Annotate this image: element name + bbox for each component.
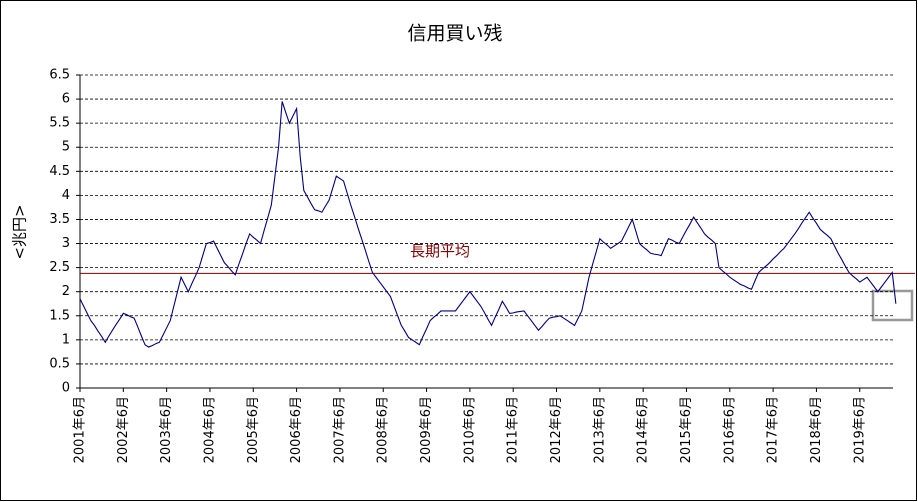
x-tick-label: 2006年6月	[289, 396, 304, 463]
x-tick-label: 2011年6月	[506, 396, 521, 463]
x-tick-label: 2013年6月	[592, 396, 607, 463]
data-line	[79, 101, 897, 348]
x-tick-label: 2004年6月	[202, 396, 217, 463]
x-tick-label: 2005年6月	[246, 396, 261, 463]
y-tick-label: 0.5	[49, 356, 70, 371]
y-tick-label: 6.5	[49, 68, 70, 83]
y-tick-label: 6	[62, 92, 70, 107]
x-tick-label: 2015年6月	[679, 396, 694, 463]
y-tick-label: 2	[62, 284, 70, 299]
x-tick-label: 2008年6月	[376, 396, 391, 463]
y-tick-label: 3	[62, 236, 70, 251]
y-tick-label: 4	[62, 188, 70, 203]
x-tick-label: 2019年6月	[852, 396, 867, 463]
x-tick-label: 2012年6月	[549, 396, 564, 463]
x-tick-label: 2016年6月	[722, 396, 737, 463]
x-tick-label: 2009年6月	[419, 396, 434, 463]
x-tick-label: 2002年6月	[116, 396, 131, 463]
y-tick-label: 5.5	[49, 116, 70, 131]
average-label: 長期平均	[410, 242, 470, 260]
y-tick-label: 4.5	[49, 164, 70, 179]
x-tick-label: 2007年6月	[332, 396, 347, 463]
highlight-box	[871, 289, 914, 322]
y-tick-label: 2.5	[49, 260, 70, 275]
y-tick-label: 1.5	[49, 308, 70, 323]
y-tick-label: 3.5	[49, 212, 70, 227]
x-tick-label: 2014年6月	[636, 396, 651, 463]
y-tick-label: 0	[62, 381, 70, 396]
x-tick-label: 2018年6月	[809, 396, 824, 463]
x-tick-label: 2017年6月	[766, 396, 781, 463]
x-tick-label: 2001年6月	[73, 396, 88, 463]
y-tick-label: 1	[62, 332, 70, 347]
y-tick-label: 5	[62, 140, 70, 155]
chart-title: 信用買い残	[407, 23, 502, 45]
x-tick-label: 2010年6月	[462, 396, 477, 463]
y-axis-label: <兆円>	[11, 204, 29, 259]
x-tick-label: 2003年6月	[159, 396, 174, 463]
